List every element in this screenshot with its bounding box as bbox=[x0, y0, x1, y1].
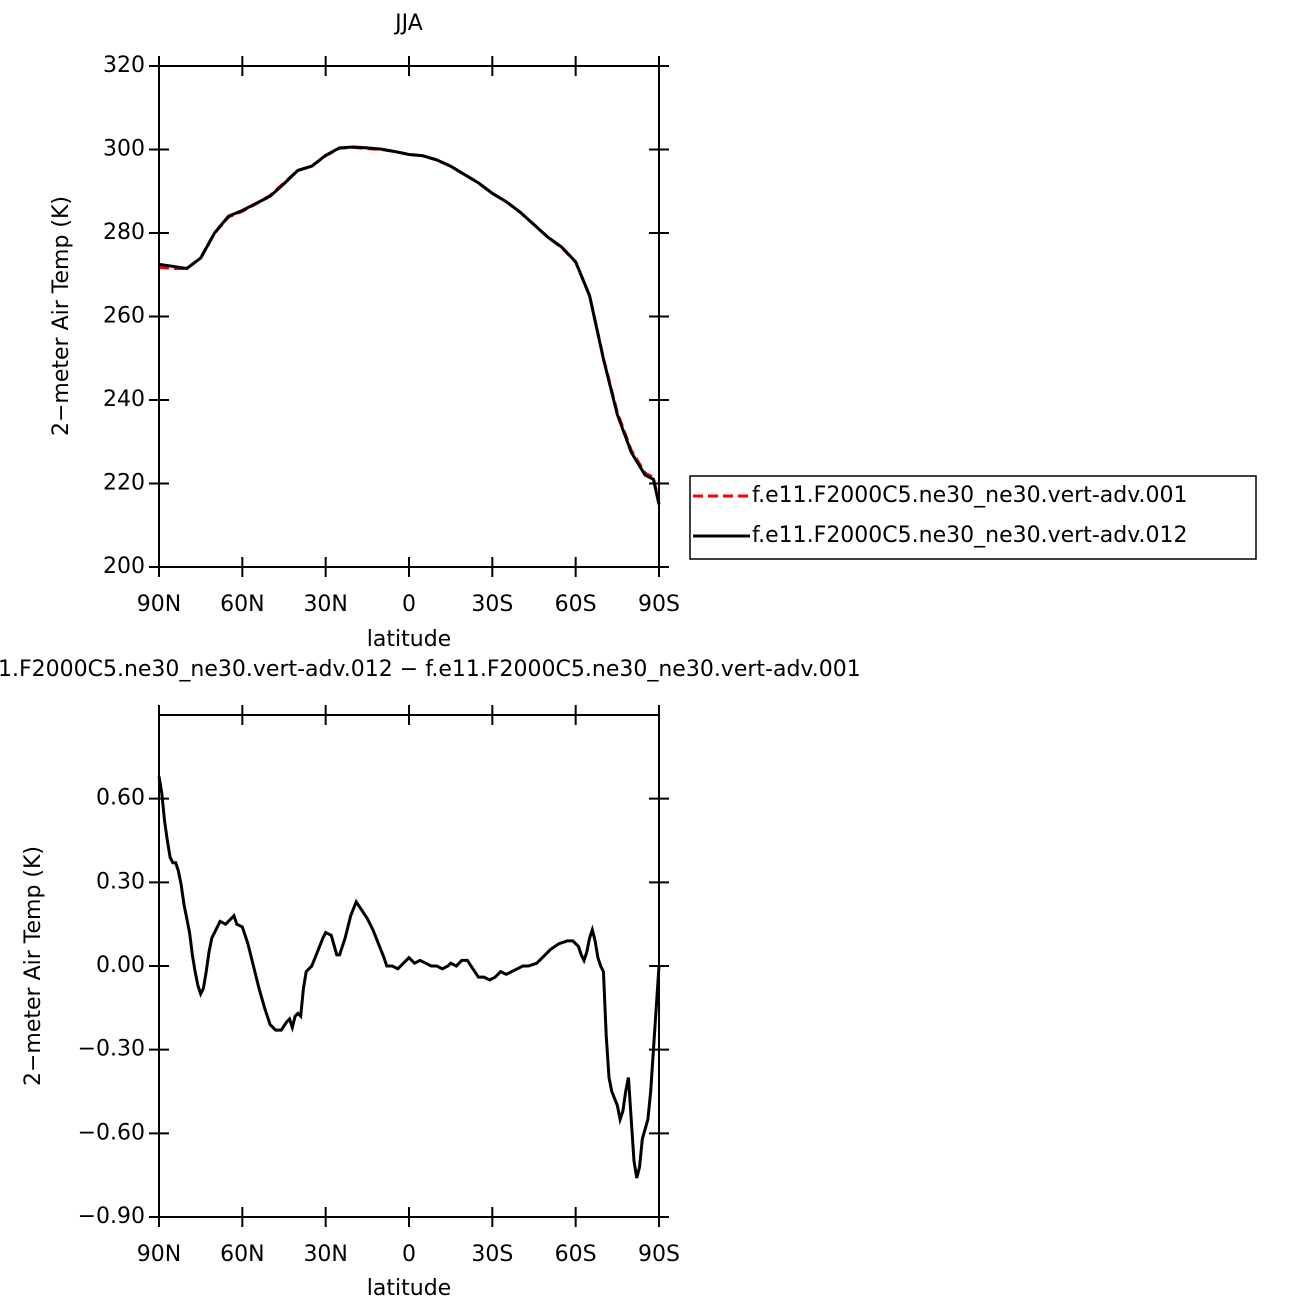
legend-label: f.e11.F2000C5.ne30_ne30.vert-adv.001 bbox=[752, 483, 1188, 508]
legend-label: f.e11.F2000C5.ne30_ne30.vert-adv.012 bbox=[752, 523, 1188, 548]
x-axis-label: latitude bbox=[367, 627, 451, 652]
x-tick-label: 30N bbox=[303, 592, 347, 617]
data-line bbox=[158, 145, 661, 505]
y-tick-label: 260 bbox=[103, 304, 145, 329]
x-tick-label: 90N bbox=[137, 1242, 181, 1267]
y-tick-label: 300 bbox=[103, 137, 145, 162]
y-tick-label: 280 bbox=[103, 220, 145, 245]
x-tick-label: 90S bbox=[638, 1242, 680, 1267]
x-tick-label: 60N bbox=[220, 592, 264, 617]
plot-frame bbox=[158, 714, 660, 1218]
x-tick-label: 60S bbox=[555, 1242, 597, 1267]
data-line bbox=[158, 145, 661, 505]
y-tick-label: 0.60 bbox=[96, 786, 145, 811]
x-tick-label: 0 bbox=[402, 592, 416, 617]
y-axis-label: 2−meter Air Temp (K) bbox=[49, 196, 74, 436]
y-axis-label: 2−meter Air Temp (K) bbox=[21, 846, 46, 1086]
x-tick-label: 60S bbox=[555, 592, 597, 617]
x-tick-label: 90N bbox=[137, 592, 181, 617]
data-line bbox=[157, 776, 661, 1179]
y-tick-label: 0.30 bbox=[96, 869, 145, 894]
y-tick-label: 200 bbox=[103, 554, 145, 579]
x-tick-label: 30S bbox=[471, 1242, 513, 1267]
y-tick-label: −0.60 bbox=[78, 1120, 145, 1145]
y-tick-label: −0.30 bbox=[78, 1037, 145, 1062]
x-axis-label: latitude bbox=[367, 1276, 451, 1301]
y-tick-label: 240 bbox=[103, 387, 145, 412]
y-tick-label: 0.00 bbox=[96, 953, 145, 978]
y-tick-label: 220 bbox=[103, 471, 145, 496]
y-tick-label: −0.90 bbox=[78, 1204, 145, 1229]
x-tick-label: 30S bbox=[471, 592, 513, 617]
x-tick-label: 0 bbox=[402, 1242, 416, 1267]
x-tick-label: 30N bbox=[303, 1242, 347, 1267]
x-tick-label: 60N bbox=[220, 1242, 264, 1267]
legend-box bbox=[689, 475, 1257, 560]
x-tick-label: 90S bbox=[638, 592, 680, 617]
y-tick-label: 320 bbox=[103, 53, 145, 78]
plot-frame bbox=[158, 65, 660, 568]
chart-title: f.e11.F2000C5.ne30_ne30.vert-adv.012 − f… bbox=[0, 657, 861, 682]
chart-title: JJA bbox=[393, 11, 423, 36]
